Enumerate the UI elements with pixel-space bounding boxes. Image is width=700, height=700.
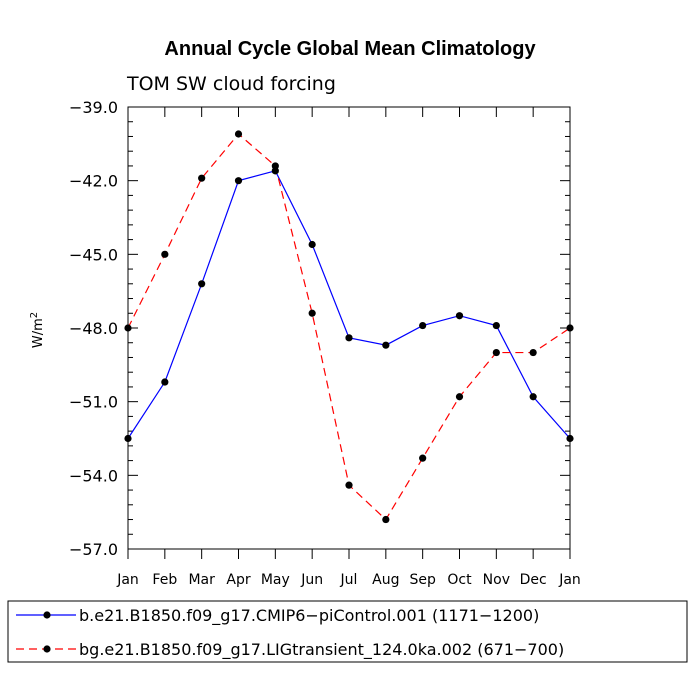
data-point-s2 (234, 130, 243, 138)
data-point-s1 (492, 321, 500, 330)
y-tick-label: −48.0 (69, 319, 118, 338)
chart-title: Annual Cycle Global Mean Climatology (164, 38, 536, 60)
legend-box (7, 600, 688, 663)
data-point-s2 (308, 309, 316, 317)
legend-swatch-marker-1 (43, 611, 51, 619)
legend-label-2: bg.e21.B1850.f09_g17.LIGtransient_124.0k… (79, 640, 564, 660)
x-tick-label: Aug (372, 572, 399, 588)
x-tick-label: Nov (483, 572, 510, 588)
data-point-s1 (529, 393, 537, 401)
plot-area: −39.0 −42.0 −45.0 −48.0 −51.0 −54.0 −57.0 Jan F… (69, 98, 581, 588)
data-point-s1 (161, 378, 169, 386)
data-point-s2 (198, 174, 206, 182)
y-tick-label: −54.0 (69, 466, 118, 485)
y-tick-label: −39.0 (69, 98, 118, 117)
series-line-1 (127, 170, 571, 439)
x-tick-label: Jul (340, 572, 358, 588)
data-point-s2 (382, 515, 390, 524)
legend-swatch-marker-2 (43, 645, 51, 653)
x-tick-label: Sep (409, 572, 436, 588)
y-tick-label: −51.0 (69, 393, 118, 412)
plot-frame (127, 106, 571, 550)
x-tick-label: Apr (226, 572, 250, 588)
data-point-s2 (455, 393, 464, 401)
y-axis-label: W/m2 (29, 312, 46, 348)
x-tick-label: Feb (152, 572, 177, 588)
x-tick-label: Dec (520, 572, 547, 588)
x-tick-label: May (261, 572, 290, 588)
x-tick-label: Jan (116, 572, 139, 588)
data-point-s2 (161, 250, 169, 258)
data-point-s1 (419, 321, 427, 330)
data-point-s2 (419, 454, 427, 462)
y-tick-label: −57.0 (69, 540, 118, 559)
data-point-s2 (271, 162, 279, 170)
data-point-s1 (234, 177, 243, 185)
data-point-s2 (492, 348, 500, 357)
x-tick-label: Oct (447, 572, 472, 588)
legend: b.e21.B1850.f09_g17.CMIP6−piControl.001 … (7, 600, 688, 663)
x-tick-label: Jun (300, 572, 323, 588)
data-point-s1 (455, 312, 464, 320)
data-point-s1 (345, 334, 353, 342)
x-tick-label: Jan (558, 572, 581, 588)
data-point-s2 (529, 348, 537, 357)
series-line-2 (127, 133, 571, 521)
data-point-s1 (382, 341, 390, 349)
y-tick-label: −42.0 (69, 172, 118, 191)
data-point-s2 (345, 481, 353, 489)
data-point-s1 (308, 240, 316, 249)
y-tick-label: −45.0 (69, 245, 118, 264)
x-tick-label: Mar (188, 572, 215, 588)
chart-subtitle: TOM SW cloud forcing (126, 73, 336, 95)
data-point-s1 (198, 280, 206, 288)
legend-label-1: b.e21.B1850.f09_g17.CMIP6−piControl.001 … (79, 606, 539, 626)
